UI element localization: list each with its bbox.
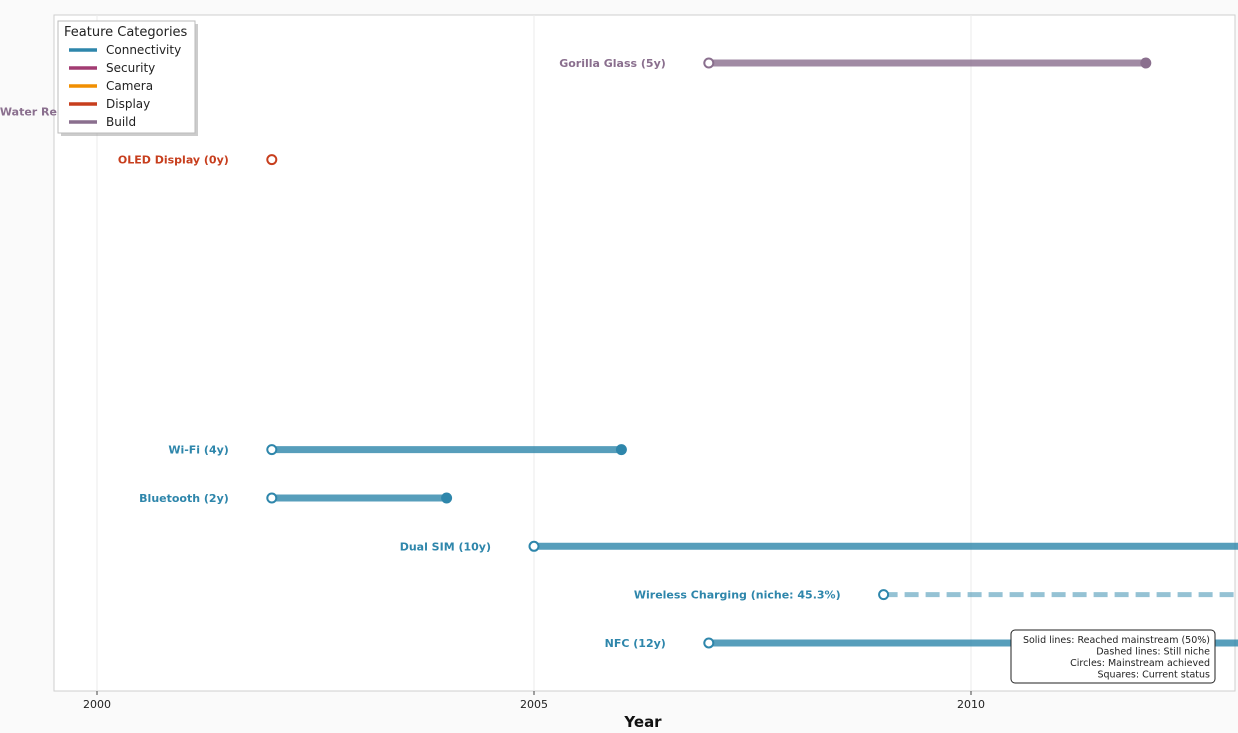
notes-lines: Solid lines: Reached mainstream (50%)Das… [1023,635,1210,681]
feature-label: Wireless Charging (niche: 45.3%) [634,589,841,602]
feature-label: Water Re [0,105,57,118]
feature-label: Dual SIM (10y) [400,540,491,553]
legend-label-camera: Camera [106,79,153,93]
feature-label: NFC (12y) [605,637,666,650]
start-marker [266,154,278,166]
feature-series [266,57,1238,649]
x-tick-label-2000: 2000 [83,698,111,711]
feature-label: Gorilla Glass (5y) [559,57,666,70]
notes-frame [1010,629,1216,684]
feature-labels: Gorilla Glass (5y) Water Re OLED Display (… [0,57,841,650]
legend-label-build: Build [106,115,136,129]
feature-label: Wi-Fi (4y) [168,444,228,457]
start-marker [703,57,715,69]
note-line: Solid lines: Reached mainstream (50%) [1023,635,1210,646]
feature-dual-sim-10y [528,540,1238,552]
legend-label-display: Display [106,97,150,111]
x-tick-label-2005: 2005 [520,698,548,711]
legend-label-security: Security [106,61,155,75]
start-marker [266,492,278,504]
feature-wi-fi-4y [266,444,627,456]
start-marker [878,589,890,601]
plot-area [53,14,1236,692]
feature-nfc-12y [703,637,1238,649]
legend-label-connectivity: Connectivity [106,43,181,57]
feature-gorilla-glass-5y [703,57,1152,69]
start-marker [703,637,715,649]
legend: Feature Categories ConnectivitySecurityC… [57,20,198,136]
mainstream-circle [441,492,453,504]
legend-title: Feature Categories [64,25,188,40]
legend-items: Connectivity Security Camera Display Build [69,43,181,129]
feature-wireless-charging-niche-45-3 [878,589,1238,601]
feature-bluetooth-2y [266,492,453,504]
note-line: Squares: Current status [1097,670,1210,681]
note-line: Circles: Mainstream achieved [1070,658,1210,669]
start-marker [528,540,540,552]
mainstream-circle [1140,57,1152,69]
feature-label: Bluetooth (2y) [139,492,229,505]
note-line: Dashed lines: Still niche [1096,647,1210,658]
x-axis: 200020052010201520202025 [83,691,985,711]
start-marker [266,444,278,456]
feature-label: OLED Display (0y) [118,154,229,167]
legend-box [57,20,196,134]
x-axis-title: Year [623,713,662,731]
notes-box: Solid lines: Reached mainstream (50%)Das… [1010,629,1216,684]
mainstream-circle [615,444,627,456]
x-tick-label-2010: 2010 [957,698,985,711]
feature-oled-display-0y [266,154,278,166]
